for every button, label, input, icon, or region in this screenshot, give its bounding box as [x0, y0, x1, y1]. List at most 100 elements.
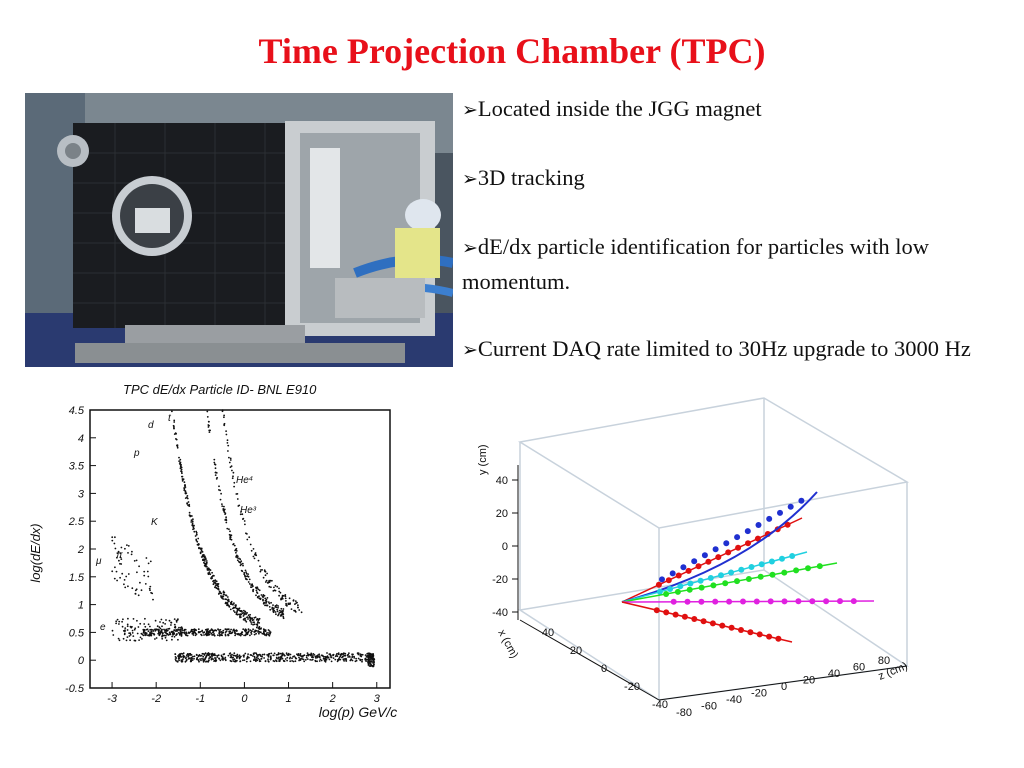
scatter-point	[278, 594, 280, 597]
scatter-point	[309, 658, 312, 661]
y-tick-label: 2.5	[68, 516, 85, 528]
scatter-point	[303, 654, 306, 657]
scatter-point	[235, 656, 238, 659]
scatter-point	[154, 628, 156, 631]
scatter-point	[163, 628, 165, 631]
scatter-point	[200, 549, 203, 552]
scatter-point	[226, 439, 229, 442]
scatter-point	[258, 589, 261, 592]
scatter-point	[257, 588, 260, 591]
track-hit	[744, 528, 751, 535]
scatter-point	[230, 602, 233, 605]
scatter-point	[156, 625, 159, 628]
scatter-point	[171, 410, 173, 413]
scatter-point	[118, 639, 121, 642]
scatter-point	[368, 658, 371, 661]
scatter-point	[179, 465, 182, 468]
scatter-point	[151, 632, 153, 635]
y-tick-label: 2	[77, 544, 84, 556]
scatter-point	[175, 432, 178, 435]
scatter-point	[165, 628, 168, 631]
scatter-point	[159, 621, 161, 623]
y-tick-label: 3	[78, 488, 85, 500]
scatter-point	[217, 593, 220, 595]
scatter-point	[170, 631, 173, 633]
scatter-point	[210, 632, 213, 635]
scatter-point	[143, 570, 146, 573]
scatter-point	[111, 570, 114, 573]
scatter-point	[192, 628, 195, 631]
y-tick-label: -0.5	[65, 683, 85, 695]
scatter-point	[138, 639, 140, 641]
scatter-point	[345, 658, 347, 661]
scatter-point	[207, 424, 210, 426]
track-hit	[686, 586, 693, 593]
scatter-point	[258, 617, 261, 620]
scatter-point	[226, 599, 229, 602]
scatter-point	[268, 579, 271, 582]
scatter-point	[217, 654, 220, 657]
scatter-point	[275, 613, 277, 616]
scatter-point	[214, 581, 216, 584]
track-hit	[735, 544, 742, 551]
scatter-point	[183, 489, 186, 491]
z-tick-label: -60	[701, 701, 717, 713]
scatter-point	[372, 657, 375, 660]
scatter-point	[203, 562, 206, 565]
scatter-point	[258, 625, 261, 628]
scatter-point	[162, 621, 165, 624]
track-hit	[725, 549, 732, 556]
scatter-point	[287, 652, 290, 655]
scatter-point	[148, 587, 151, 590]
scatter-point	[279, 591, 282, 594]
scatter-point	[267, 653, 270, 655]
scatter-point	[229, 536, 232, 539]
scatter-point	[204, 633, 207, 636]
scatter-point	[222, 653, 225, 656]
scatter-point	[243, 609, 245, 612]
track-hit	[728, 624, 735, 631]
scatter-point	[351, 659, 354, 662]
scatter-point	[295, 657, 297, 660]
tpc-photograph	[25, 93, 453, 367]
scatter-point	[202, 555, 205, 557]
scatter-point	[139, 636, 142, 639]
scatter-point	[142, 634, 145, 637]
scatter-point	[183, 631, 186, 634]
scatter-point	[285, 602, 287, 605]
scatter-point	[306, 652, 309, 654]
scatter-point	[195, 530, 198, 533]
scatter-point	[240, 569, 243, 572]
scatter-point	[238, 657, 241, 660]
scatter-point	[357, 652, 360, 654]
z-tick-label: 60	[853, 662, 865, 674]
scatter-point	[207, 634, 210, 636]
z-tick-label: -40	[726, 694, 742, 706]
scatter-point	[186, 495, 189, 497]
track-hit	[775, 635, 782, 642]
scatter-point	[142, 628, 145, 631]
scatter-point	[130, 553, 133, 556]
scatter-point	[244, 630, 247, 632]
y-tick-label: 0	[502, 541, 508, 553]
track-hit	[687, 580, 694, 587]
scatter-point	[255, 632, 257, 635]
track-hit	[805, 565, 811, 572]
scatter-point	[267, 601, 270, 603]
scatter-point	[280, 597, 282, 600]
particle-label-pi: π	[116, 550, 123, 561]
scatter-point	[205, 628, 208, 631]
scatter-point	[139, 622, 142, 625]
scatter-point	[118, 559, 120, 562]
scatter-point	[339, 658, 342, 661]
particle-label-mu: μ	[95, 556, 102, 567]
scatter-point	[149, 625, 151, 628]
scatter-point	[369, 660, 371, 662]
scatter-point	[141, 633, 144, 636]
scatter-point	[228, 528, 230, 531]
track-hit	[789, 553, 796, 559]
scatter-point	[128, 635, 131, 637]
scatter-point	[245, 612, 248, 614]
scatter-point	[191, 524, 194, 526]
scatter-point	[234, 655, 237, 657]
